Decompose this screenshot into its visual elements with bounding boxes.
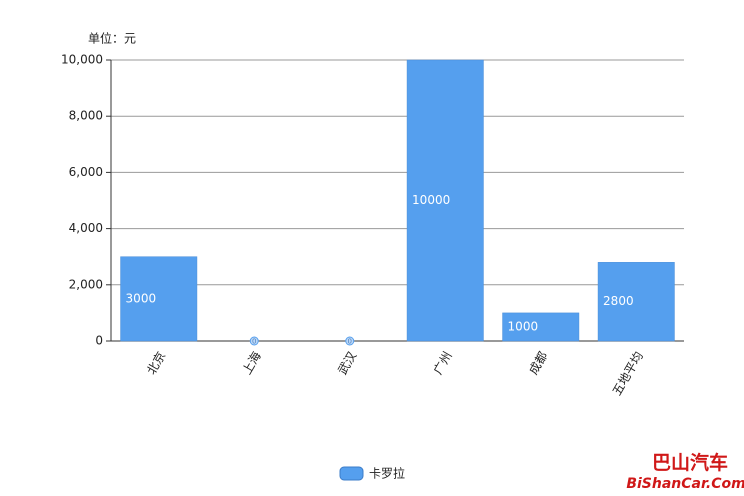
label-bubble <box>249 336 259 346</box>
y-tick-label: 4,000 <box>69 221 103 235</box>
label-bubble <box>345 336 355 346</box>
data-label: 0 <box>252 338 256 346</box>
y-tick-label: 0 <box>95 334 103 348</box>
y-tick-label: 8,000 <box>69 109 103 123</box>
data-label: 2800 <box>603 294 634 308</box>
watermark-url: BiShanCar.Com <box>626 476 744 492</box>
bar <box>406 59 484 342</box>
x-tick-label: 北京 <box>144 349 168 377</box>
data-label: 1000 <box>508 319 539 333</box>
x-tick-label: 广州 <box>431 349 455 377</box>
y-tick-label: 2,000 <box>69 277 103 291</box>
bar <box>597 262 675 342</box>
bar <box>502 312 580 342</box>
y-tick-label: 6,000 <box>69 165 103 179</box>
unit-label: 单位：元 <box>88 31 136 46</box>
data-label: 0 <box>348 338 352 346</box>
legend-label: 卡罗拉 <box>369 466 405 481</box>
x-tick-label: 成都 <box>526 349 550 377</box>
x-tick-label: 武汉 <box>335 349 359 377</box>
data-label: 10000 <box>412 193 450 207</box>
data-label: 3000 <box>126 291 157 305</box>
x-tick-label: 五地平均 <box>610 349 646 398</box>
x-tick-label: 上海 <box>239 349 264 377</box>
bar <box>120 256 198 342</box>
y-tick-label: 10,000 <box>61 53 103 67</box>
legend-swatch <box>339 466 364 481</box>
watermark-title: 巴山汽车 <box>652 451 728 474</box>
